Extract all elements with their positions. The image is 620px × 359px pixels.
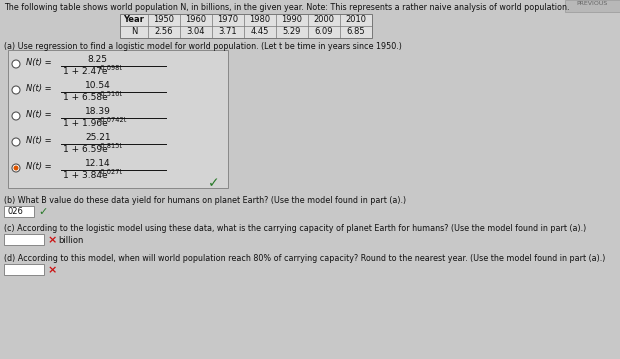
- Text: 1 + 6.59e: 1 + 6.59e: [63, 145, 108, 154]
- Text: (a) Use regression to find a logistic model for world population. (Let t be time: (a) Use regression to find a logistic mo…: [4, 42, 402, 51]
- Circle shape: [12, 60, 20, 68]
- Text: 3.04: 3.04: [187, 28, 205, 37]
- Text: Year: Year: [123, 15, 144, 24]
- Circle shape: [14, 165, 19, 171]
- Text: billion: billion: [58, 236, 83, 245]
- Text: (c) According to the logistic model using these data, what is the carrying capac: (c) According to the logistic model usin…: [4, 224, 587, 233]
- Circle shape: [12, 138, 20, 146]
- Text: ✓: ✓: [38, 207, 47, 217]
- Text: -0.815t: -0.815t: [99, 143, 123, 149]
- Circle shape: [12, 86, 20, 94]
- Text: 18.39: 18.39: [85, 107, 111, 116]
- Text: 6.85: 6.85: [347, 28, 365, 37]
- Text: ✓: ✓: [208, 176, 220, 190]
- Text: -0.027t: -0.027t: [99, 169, 123, 175]
- Text: 2000: 2000: [314, 15, 335, 24]
- Text: 12.14: 12.14: [85, 159, 110, 168]
- Text: 4.45: 4.45: [251, 28, 269, 37]
- Text: N(t) =: N(t) =: [26, 110, 51, 119]
- Text: ×: ×: [48, 235, 58, 245]
- Text: -0.516t: -0.516t: [99, 91, 123, 97]
- Text: The following table shows world population N, in billions, in the given year. No: The following table shows world populati…: [4, 3, 570, 12]
- Text: 1 + 1.96e: 1 + 1.96e: [63, 119, 108, 128]
- Text: 2010: 2010: [345, 15, 366, 24]
- Text: (b) What B value do these data yield for humans on planet Earth? (Use the model : (b) What B value do these data yield for…: [4, 196, 406, 205]
- Text: 1990: 1990: [281, 15, 303, 24]
- Text: 6.09: 6.09: [315, 28, 334, 37]
- Bar: [4, 264, 44, 275]
- Text: ×: ×: [48, 265, 58, 275]
- Text: N(t) =: N(t) =: [26, 136, 51, 145]
- Text: N: N: [131, 28, 137, 37]
- Bar: [4, 206, 34, 217]
- Circle shape: [12, 164, 20, 172]
- Text: 026: 026: [7, 208, 23, 216]
- Text: (d) According to this model, when will world population reach 80% of carrying ca: (d) According to this model, when will w…: [4, 254, 605, 263]
- Bar: [8, 50, 228, 188]
- Text: N(t) =: N(t) =: [26, 84, 51, 93]
- Text: 5.29: 5.29: [283, 28, 301, 37]
- Text: 3.71: 3.71: [219, 28, 237, 37]
- Bar: [4, 234, 44, 245]
- Text: 25.21: 25.21: [85, 133, 110, 142]
- Text: -0.0742t: -0.0742t: [99, 117, 127, 123]
- Text: 2.56: 2.56: [155, 28, 173, 37]
- Text: N(t) =: N(t) =: [26, 58, 51, 67]
- Text: 1 + 6.58e: 1 + 6.58e: [63, 93, 108, 102]
- Text: N(t) =: N(t) =: [26, 162, 51, 171]
- Text: 1980: 1980: [249, 15, 270, 24]
- Text: 10.54: 10.54: [85, 81, 110, 90]
- Text: 1970: 1970: [218, 15, 239, 24]
- Text: 1 + 3.84e: 1 + 3.84e: [63, 171, 108, 180]
- Text: PREVIOUS: PREVIOUS: [577, 1, 608, 6]
- Text: -0.098t: -0.098t: [99, 65, 123, 71]
- Text: 1 + 2.47e: 1 + 2.47e: [63, 67, 107, 76]
- Circle shape: [12, 112, 20, 120]
- Text: 1960: 1960: [185, 15, 206, 24]
- Text: 1950: 1950: [154, 15, 174, 24]
- Bar: [120, 14, 372, 38]
- Bar: [565, 0, 620, 12]
- Text: 8.25: 8.25: [88, 55, 108, 64]
